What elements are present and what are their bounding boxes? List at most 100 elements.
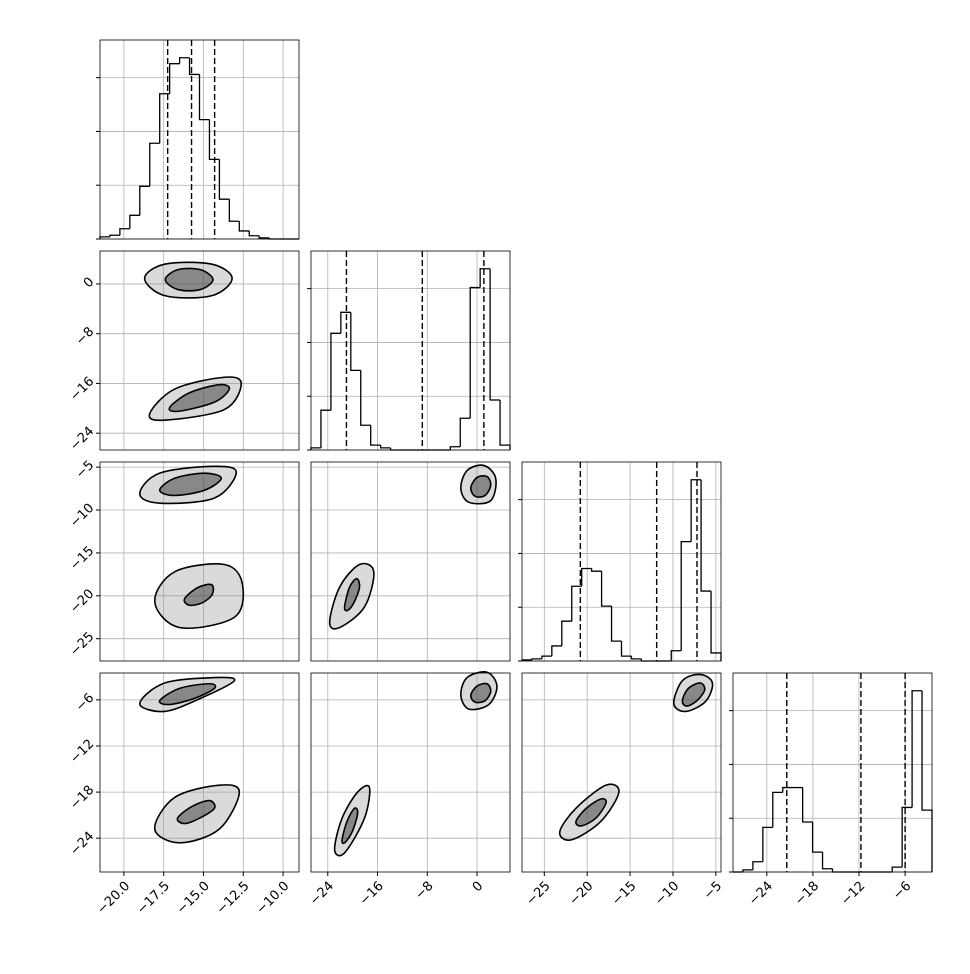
contour	[470, 682, 492, 704]
histogram-bin	[561, 620, 572, 646]
contour	[158, 472, 223, 497]
histogram-bin	[459, 417, 471, 447]
histogram-bin	[581, 567, 592, 587]
panel-frame	[310, 461, 511, 662]
histogram-bin	[690, 479, 702, 542]
x-tick-label: 0	[470, 879, 486, 895]
histogram-bin	[831, 868, 843, 873]
y-tick-label: 0	[81, 275, 97, 291]
x-tick-label: −12	[838, 879, 868, 909]
histogram-bin	[499, 399, 511, 450]
contour	[575, 797, 608, 827]
histogram-bin	[320, 409, 331, 448]
x-tick-label: −17.5	[134, 879, 173, 918]
y-tick-label: −15	[67, 544, 97, 574]
histogram-bin	[891, 866, 903, 872]
y-tick-label: −20	[67, 587, 97, 617]
panel-frame	[521, 672, 722, 873]
panel-frame	[732, 672, 933, 873]
histogram-bin	[228, 199, 240, 222]
histogram-bin	[380, 445, 391, 449]
histogram-bin	[821, 852, 833, 870]
x-tick-label: −25	[524, 879, 554, 909]
histogram-bin	[811, 821, 823, 853]
x-tick-label: −20	[566, 879, 596, 909]
contour	[470, 474, 492, 498]
x-tick-label: −24	[307, 879, 337, 909]
histogram-bin	[762, 826, 773, 862]
histogram-bin	[921, 690, 933, 872]
histogram-bin	[139, 185, 150, 216]
histogram-bin	[208, 119, 220, 161]
histogram-bin	[159, 93, 170, 144]
histogram-bin	[188, 57, 200, 76]
histogram-bin	[218, 159, 230, 200]
histogram-bin	[571, 585, 582, 622]
panel-frame	[310, 250, 511, 451]
panel-frame	[521, 461, 722, 662]
histogram-bin	[620, 641, 632, 657]
histogram-bin	[149, 142, 160, 187]
histogram-bin	[700, 479, 712, 592]
y-tick-label: −24	[67, 829, 97, 859]
panel-frame	[99, 672, 300, 873]
x-tick-label: −6	[890, 879, 914, 903]
histogram-bin	[591, 568, 602, 572]
histogram-bin	[489, 268, 501, 401]
histogram-bin	[901, 806, 913, 868]
histogram-bin	[469, 286, 481, 419]
histogram-bin	[119, 228, 130, 236]
y-tick-label: −10	[67, 501, 97, 531]
y-tick-label: −5	[73, 458, 97, 482]
panel-frame	[99, 39, 300, 240]
histogram-bin	[772, 791, 783, 828]
x-tick-label: −5	[701, 879, 725, 903]
contour	[343, 577, 361, 612]
x-tick-label: −24	[746, 879, 776, 909]
panel-frame	[99, 461, 300, 662]
histogram-bin	[238, 221, 250, 232]
contour	[164, 267, 214, 292]
histogram-bin	[350, 312, 361, 372]
histogram-bin	[178, 57, 190, 64]
histogram-bin	[198, 74, 210, 121]
histogram-bin	[630, 656, 642, 660]
histogram-bin	[752, 861, 763, 870]
x-tick-label: −15.0	[174, 879, 213, 918]
histogram-bin	[802, 787, 813, 823]
contour	[183, 583, 215, 607]
histogram-bin	[340, 311, 351, 334]
x-tick-label: −8	[412, 879, 436, 903]
histogram-bin	[911, 690, 923, 808]
histogram-bin	[248, 230, 260, 237]
histogram-bin	[610, 606, 622, 642]
y-tick-label: −18	[67, 783, 97, 813]
x-tick-label: −12.5	[214, 879, 253, 918]
histogram-bin	[670, 650, 682, 661]
x-tick-label: −15	[609, 879, 639, 909]
x-tick-label: −18	[792, 879, 822, 909]
histogram-bin	[330, 332, 341, 411]
histogram-bin	[479, 268, 491, 288]
histogram-bin	[169, 63, 180, 94]
y-tick-label: −6	[73, 691, 97, 715]
histogram-bin	[680, 540, 692, 651]
x-tick-label: −20.0	[94, 879, 133, 918]
panel-frame	[99, 250, 300, 451]
histogram-bin	[600, 571, 612, 607]
y-tick-label: −16	[67, 374, 97, 404]
histogram-bin	[782, 786, 793, 793]
y-tick-label: −12	[67, 737, 97, 767]
histogram-bin	[742, 869, 753, 872]
y-tick-label: −8	[73, 324, 97, 348]
y-tick-label: −25	[67, 629, 97, 659]
contour	[341, 807, 359, 845]
histogram-bin	[129, 214, 140, 229]
histogram-bin	[541, 655, 552, 659]
contour	[158, 682, 217, 706]
x-tick-label: −10	[652, 879, 682, 909]
histogram-bin	[258, 235, 270, 239]
x-tick-label: −10.0	[254, 879, 293, 918]
contour	[681, 682, 706, 707]
